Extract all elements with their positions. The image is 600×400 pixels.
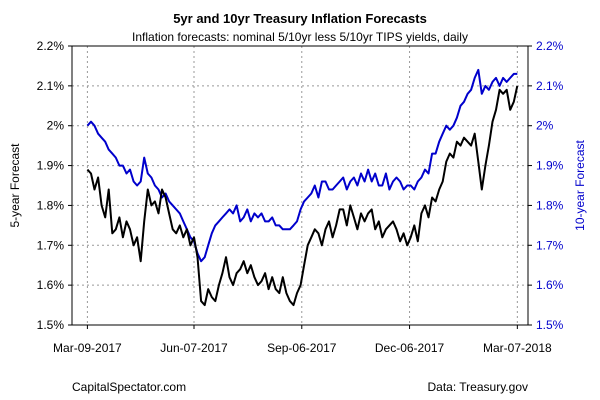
x-tick-label: Dec-06-2017: [375, 341, 445, 355]
data-source: Data: Treasury.gov: [428, 380, 529, 394]
left-tick-label: 2%: [47, 119, 65, 133]
left-tick-label: 2.1%: [37, 79, 65, 93]
left-tick-label: 1.5%: [37, 318, 65, 332]
right-tick-label: 2.2%: [536, 39, 564, 53]
series-lines: [86, 68, 519, 307]
right-axis-label: 10-year Forecast: [573, 139, 587, 230]
right-tick-label: 1.7%: [536, 238, 564, 252]
left-tick-label: 1.7%: [37, 238, 65, 252]
ten-year-forecast-line: [86, 68, 518, 263]
left-tick-label: 1.8%: [37, 198, 65, 212]
source-credit: CapitalSpectator.com: [72, 380, 186, 394]
five-year-forecast-line: [86, 85, 519, 307]
plot-frame: [71, 45, 529, 326]
left-axis-label: 5-year Forecast: [8, 143, 22, 228]
x-axis-tick-labels: Mar-09-2017 Jun-07-2017 Sep-06-2017 Dec-06-…: [53, 341, 552, 355]
x-tick-label: Mar-09-2017: [53, 341, 122, 355]
right-tick-label: 1.5%: [536, 318, 564, 332]
right-axis-tick-labels: 1.5% 1.6% 1.7% 1.8% 1.9% 2% 2.1% 2.2%: [536, 39, 564, 332]
left-tick-label: 1.6%: [37, 278, 65, 292]
x-tick-label: Sep-06-2017: [267, 341, 337, 355]
left-tick-label: 2.2%: [37, 39, 65, 53]
left-tick-label: 1.9%: [37, 159, 65, 173]
right-tick-label: 1.8%: [536, 198, 564, 212]
axis-ticks: [68, 45, 532, 329]
x-tick-label: Jun-07-2017: [160, 341, 228, 355]
right-tick-label: 1.6%: [536, 278, 564, 292]
right-tick-label: 2.1%: [536, 79, 564, 93]
right-tick-label: 2%: [536, 119, 554, 133]
chart-subtitle: Inflation forecasts: nominal 5/10yr less…: [132, 30, 468, 44]
left-axis-tick-labels: 1.5% 1.6% 1.7% 1.8% 1.9% 2% 2.1% 2.2%: [37, 39, 65, 332]
right-tick-label: 1.9%: [536, 159, 564, 173]
chart-title: 5yr and 10yr Treasury Inflation Forecast…: [173, 11, 427, 26]
x-tick-label: Mar-07-2018: [483, 341, 552, 355]
